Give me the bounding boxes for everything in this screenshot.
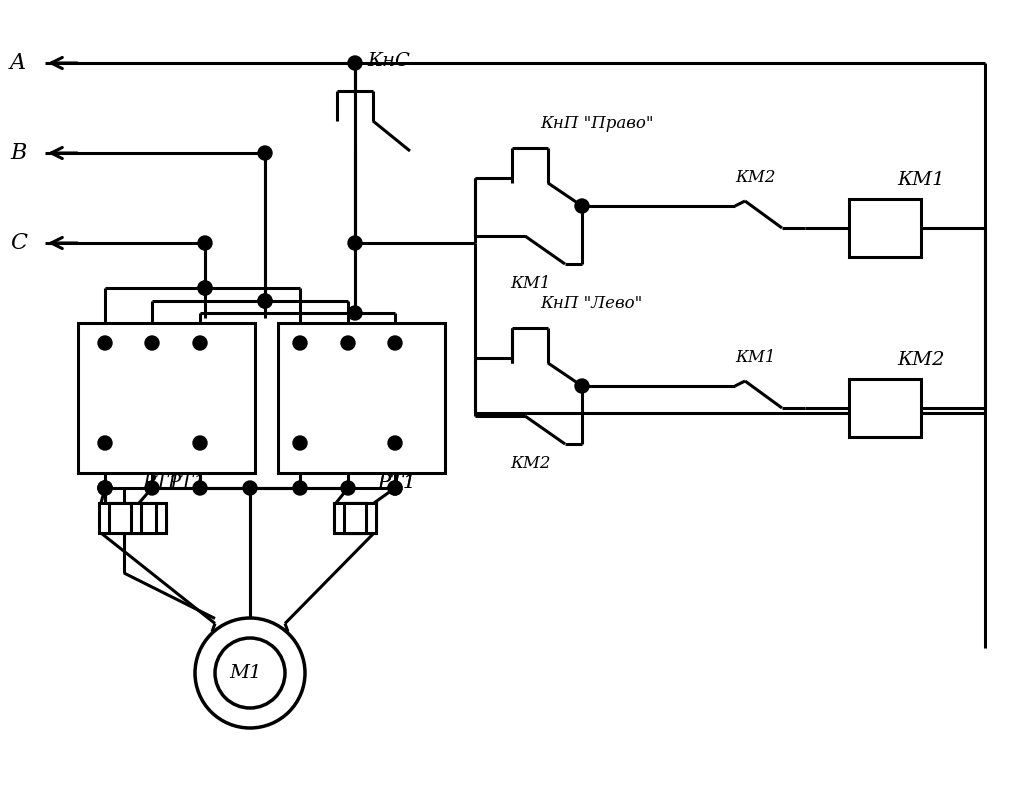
Text: М1: М1: [229, 664, 261, 682]
Bar: [334, 503, 376, 533]
Circle shape: [341, 336, 355, 350]
Circle shape: [98, 481, 112, 495]
Circle shape: [348, 56, 362, 70]
Circle shape: [258, 294, 272, 308]
Circle shape: [348, 306, 362, 320]
Text: A: A: [10, 52, 27, 74]
Circle shape: [98, 336, 112, 350]
Circle shape: [348, 236, 362, 250]
Circle shape: [258, 294, 272, 308]
Circle shape: [341, 481, 355, 495]
Text: B: B: [10, 142, 27, 164]
Bar: [849, 199, 921, 257]
Text: КМ2: КМ2: [510, 456, 551, 473]
Circle shape: [198, 281, 212, 295]
Text: КМ2: КМ2: [355, 439, 402, 457]
Text: C: C: [10, 232, 27, 254]
Circle shape: [575, 199, 589, 213]
Bar: [134, 503, 156, 533]
Circle shape: [98, 481, 112, 495]
Text: КМ2: КМ2: [735, 170, 775, 187]
Circle shape: [198, 236, 212, 250]
Circle shape: [193, 481, 207, 495]
Text: КМ1: КМ1: [735, 350, 775, 367]
Circle shape: [293, 336, 307, 350]
Circle shape: [258, 146, 272, 160]
Text: КМ1: КМ1: [897, 171, 944, 189]
Text: РТ1: РТ1: [377, 474, 416, 492]
Circle shape: [98, 436, 112, 450]
Bar: [334, 503, 376, 533]
Circle shape: [293, 481, 307, 495]
Circle shape: [388, 481, 402, 495]
Text: КнС: КнС: [367, 52, 410, 70]
Text: РТ1: РТ1: [167, 474, 206, 492]
Text: КнП "Право": КнП "Право": [540, 115, 653, 132]
Text: КМ1: КМ1: [510, 276, 551, 292]
Circle shape: [388, 336, 402, 350]
Circle shape: [193, 336, 207, 350]
Bar: [344, 503, 366, 533]
Bar: [849, 379, 921, 437]
Circle shape: [243, 481, 257, 495]
Circle shape: [145, 481, 159, 495]
Bar: [110, 503, 131, 533]
Text: РТ1: РТ1: [377, 474, 416, 492]
Circle shape: [388, 436, 402, 450]
Circle shape: [193, 436, 207, 450]
Circle shape: [575, 379, 589, 393]
Bar: [78, 323, 255, 473]
Bar: [278, 323, 445, 473]
Circle shape: [293, 436, 307, 450]
Text: КнП "Лево": КнП "Лево": [540, 294, 642, 312]
Circle shape: [198, 281, 212, 295]
Text: КМ1: КМ1: [135, 439, 182, 457]
Bar: [344, 503, 366, 533]
Bar: [124, 503, 166, 533]
Text: РТ1: РТ1: [142, 474, 180, 492]
Text: КМ2: КМ2: [897, 351, 944, 369]
Circle shape: [388, 481, 402, 495]
Circle shape: [145, 336, 159, 350]
Bar: [99, 503, 141, 533]
Circle shape: [98, 481, 112, 495]
